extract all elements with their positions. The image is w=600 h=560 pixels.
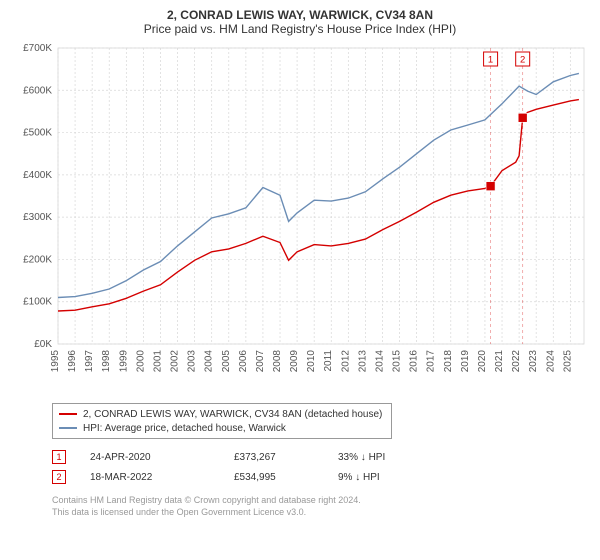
sale-row: 2 18-MAR-2022 £534,995 9% ↓ HPI bbox=[52, 467, 588, 487]
legend-label: HPI: Average price, detached house, Warw… bbox=[83, 423, 286, 434]
sale-row: 1 24-APR-2020 £373,267 33% ↓ HPI bbox=[52, 447, 588, 467]
sale-pct: 33% ↓ HPI bbox=[338, 452, 398, 463]
svg-text:£200K: £200K bbox=[23, 254, 52, 265]
svg-text:2010: 2010 bbox=[306, 350, 317, 373]
svg-text:1999: 1999 bbox=[118, 350, 129, 373]
svg-text:2025: 2025 bbox=[562, 350, 573, 373]
svg-text:2005: 2005 bbox=[221, 350, 232, 373]
svg-text:1997: 1997 bbox=[84, 350, 95, 373]
svg-text:2024: 2024 bbox=[545, 350, 556, 373]
legend: 2, CONRAD LEWIS WAY, WARWICK, CV34 8AN (… bbox=[52, 403, 392, 439]
svg-text:£600K: £600K bbox=[23, 85, 52, 96]
chart-area: £0K £100K £200K £300K £400K £500K £600K £700K 19… bbox=[12, 42, 588, 397]
footer-line-2: This data is licensed under the Open Gov… bbox=[52, 507, 588, 519]
svg-text:2009: 2009 bbox=[289, 350, 300, 373]
sale-price: £373,267 bbox=[234, 452, 314, 463]
legend-swatch bbox=[59, 413, 77, 415]
svg-text:2000: 2000 bbox=[135, 350, 146, 373]
sale-pct: 9% ↓ HPI bbox=[338, 472, 398, 483]
sale-marker: 2 bbox=[52, 470, 66, 484]
svg-text:2023: 2023 bbox=[528, 350, 539, 373]
svg-text:£0K: £0K bbox=[34, 339, 52, 350]
svg-text:£300K: £300K bbox=[23, 212, 52, 223]
svg-text:2014: 2014 bbox=[374, 350, 385, 373]
svg-text:£500K: £500K bbox=[23, 128, 52, 139]
svg-text:2015: 2015 bbox=[392, 350, 403, 373]
legend-row: HPI: Average price, detached house, Warw… bbox=[59, 421, 385, 435]
svg-text:2012: 2012 bbox=[340, 350, 351, 373]
svg-text:2018: 2018 bbox=[443, 350, 454, 373]
svg-text:1995: 1995 bbox=[50, 350, 61, 373]
svg-text:2013: 2013 bbox=[357, 350, 368, 373]
chart-svg: £0K £100K £200K £300K £400K £500K £600K £700K 19… bbox=[12, 42, 588, 397]
footer: Contains HM Land Registry data © Crown c… bbox=[52, 495, 588, 518]
svg-text:1998: 1998 bbox=[101, 350, 112, 373]
sale-price: £534,995 bbox=[234, 472, 314, 483]
svg-text:2007: 2007 bbox=[255, 350, 266, 373]
svg-text:2020: 2020 bbox=[477, 350, 488, 373]
svg-text:2022: 2022 bbox=[511, 350, 522, 373]
svg-text:£700K: £700K bbox=[23, 43, 52, 54]
footer-line-1: Contains HM Land Registry data © Crown c… bbox=[52, 495, 588, 507]
svg-text:2008: 2008 bbox=[272, 350, 283, 373]
svg-text:1996: 1996 bbox=[67, 350, 78, 373]
sale-date: 18-MAR-2022 bbox=[90, 472, 210, 483]
sale-date: 24-APR-2020 bbox=[90, 452, 210, 463]
svg-text:2002: 2002 bbox=[170, 350, 181, 373]
svg-text:2006: 2006 bbox=[238, 350, 249, 373]
chart-title: 2, CONRAD LEWIS WAY, WARWICK, CV34 8AN bbox=[12, 8, 588, 22]
chart-subtitle: Price paid vs. HM Land Registry's House … bbox=[12, 22, 588, 36]
legend-row: 2, CONRAD LEWIS WAY, WARWICK, CV34 8AN (… bbox=[59, 407, 385, 421]
legend-label: 2, CONRAD LEWIS WAY, WARWICK, CV34 8AN (… bbox=[83, 409, 382, 420]
svg-text:2016: 2016 bbox=[409, 350, 420, 373]
sales-table: 1 24-APR-2020 £373,267 33% ↓ HPI 2 18-MAR-202… bbox=[52, 447, 588, 487]
svg-text:2019: 2019 bbox=[460, 350, 471, 373]
svg-text:2003: 2003 bbox=[187, 350, 198, 373]
svg-text:1: 1 bbox=[488, 55, 493, 66]
svg-text:2: 2 bbox=[520, 55, 525, 66]
svg-text:2001: 2001 bbox=[152, 350, 163, 373]
legend-swatch bbox=[59, 427, 77, 429]
svg-text:2017: 2017 bbox=[426, 350, 437, 373]
svg-text:2011: 2011 bbox=[323, 350, 334, 372]
svg-text:2004: 2004 bbox=[204, 350, 215, 373]
svg-text:£100K: £100K bbox=[23, 297, 52, 308]
svg-text:£400K: £400K bbox=[23, 170, 52, 181]
svg-text:2021: 2021 bbox=[494, 350, 505, 373]
sale-marker: 1 bbox=[52, 450, 66, 464]
